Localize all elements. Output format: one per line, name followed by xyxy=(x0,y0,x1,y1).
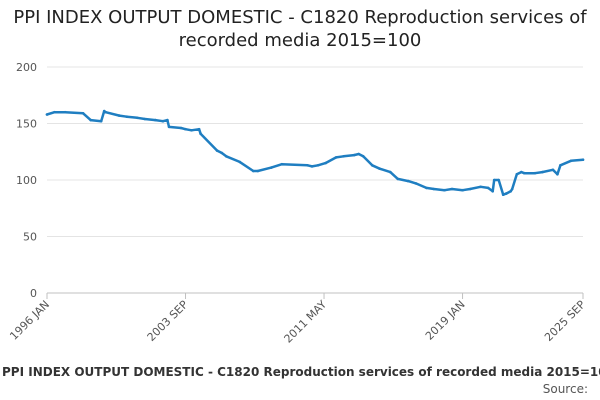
data-point xyxy=(556,173,559,176)
data-point xyxy=(179,126,183,130)
data-point xyxy=(118,114,121,117)
data-point xyxy=(270,166,273,169)
data-point xyxy=(238,160,241,164)
data-point xyxy=(491,190,495,193)
data-point xyxy=(199,132,202,135)
data-point xyxy=(166,118,169,122)
data-point xyxy=(523,171,526,175)
x-tick-label: 1996 JAN xyxy=(7,298,52,343)
data-point xyxy=(414,182,418,185)
data-point xyxy=(125,115,129,118)
data-point xyxy=(509,190,512,193)
data-point xyxy=(378,167,382,170)
data-point xyxy=(197,127,201,131)
data-point xyxy=(461,188,464,192)
data-point xyxy=(479,185,482,189)
y-tick-label: 0 xyxy=(30,287,37,300)
data-point xyxy=(342,155,345,158)
data-point xyxy=(425,186,428,190)
data-point xyxy=(497,178,501,182)
y-tick-label: 150 xyxy=(16,118,37,131)
data-point xyxy=(334,156,338,159)
data-point xyxy=(104,110,107,114)
data-point xyxy=(515,173,519,176)
data-point xyxy=(504,192,508,195)
data-point xyxy=(450,187,454,191)
data-point xyxy=(306,164,309,167)
data-point xyxy=(256,169,260,173)
data-point xyxy=(510,187,514,191)
data-point xyxy=(143,117,147,121)
data-point xyxy=(370,164,374,167)
data-point xyxy=(468,187,472,191)
data-point xyxy=(154,118,157,122)
x-tick-label: 2003 SEP xyxy=(145,298,191,344)
data-point xyxy=(541,170,544,174)
y-tick-label: 200 xyxy=(16,61,37,74)
data-point xyxy=(215,149,219,152)
data-point xyxy=(559,164,562,167)
data-point xyxy=(220,151,223,155)
data-point xyxy=(280,162,284,166)
data-point xyxy=(53,110,56,114)
data-point xyxy=(352,153,356,157)
data-point xyxy=(81,112,85,115)
data-point xyxy=(361,155,365,158)
data-point xyxy=(190,129,193,132)
data-point xyxy=(492,178,496,182)
data-point xyxy=(443,188,446,192)
data-point xyxy=(324,161,327,165)
data-point xyxy=(45,113,49,116)
x-tick-label: 2011 MAY xyxy=(282,298,330,346)
data-point xyxy=(99,119,103,123)
data-point xyxy=(520,170,523,174)
data-point xyxy=(486,186,490,190)
legend-label: PPI INDEX OUTPUT DOMESTIC - C1820 Reprod… xyxy=(2,365,600,379)
data-point xyxy=(63,110,67,114)
data-point xyxy=(161,119,165,123)
data-point xyxy=(432,187,436,191)
source-text: Source: xyxy=(542,382,588,396)
data-point xyxy=(533,171,537,175)
data-point xyxy=(136,116,139,120)
x-tick-label: 2019 JAN xyxy=(423,298,468,343)
data-point xyxy=(551,168,555,172)
data-point xyxy=(167,125,171,129)
data-point xyxy=(396,177,400,181)
data-point xyxy=(316,164,320,167)
data-point xyxy=(184,127,187,131)
data-point xyxy=(407,179,410,183)
data-point xyxy=(310,165,314,168)
data-point xyxy=(389,170,392,174)
chart-title: PPI INDEX OUTPUT DOMESTIC - C1820 Reprod… xyxy=(13,7,587,51)
data-point xyxy=(224,155,228,158)
y-tick-label: 100 xyxy=(16,174,37,187)
data-point xyxy=(501,193,505,196)
data-point xyxy=(569,159,573,163)
data-point xyxy=(89,118,92,122)
data-point xyxy=(252,169,255,173)
data-point xyxy=(581,158,585,161)
x-tick-label: 2025 SEP xyxy=(542,298,588,344)
data-point xyxy=(357,152,361,156)
y-tick-label: 50 xyxy=(23,231,37,244)
